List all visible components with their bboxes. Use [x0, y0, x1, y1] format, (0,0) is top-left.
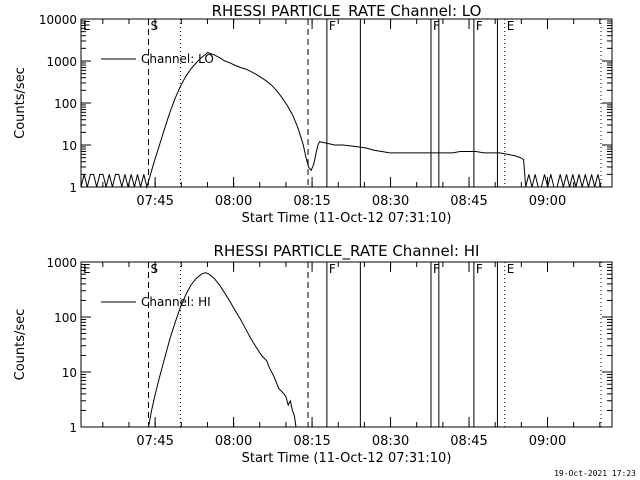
- bottom-chart-title: RHESSI PARTICLE_RATE Channel: HI: [214, 242, 480, 261]
- top-x-tick-label: 09:00: [529, 194, 566, 209]
- top-y-tick-label: 10: [62, 139, 77, 153]
- bottom-x-tick-label: 08:30: [372, 434, 409, 449]
- top-x-tick-label: 08:00: [215, 194, 252, 209]
- bottom-y-tick-label: 1: [69, 421, 77, 435]
- bottom-x-tick-label: 08:00: [215, 434, 252, 449]
- top-x-axis-label: Start Time (11-Oct-12 07:31:10): [242, 211, 452, 226]
- top-x-tick-label: 08:15: [293, 194, 330, 209]
- bottom-y-tick-label: 10: [62, 366, 77, 380]
- top-y-tick-label: 10000: [39, 13, 77, 27]
- bottom-x-tick-label: 08:45: [450, 434, 487, 449]
- top-series-line: [80, 51, 602, 189]
- top-y-axis-label: Counts/sec: [13, 67, 28, 139]
- top-chart-title: RHESSI PARTICLE_RATE Channel: LO: [212, 2, 482, 21]
- bottom-event-marker-label: F: [329, 262, 336, 276]
- top-event-marker-label: F: [433, 19, 440, 33]
- bottom-series-line: [148, 272, 297, 428]
- bottom-plot-frame: [80, 261, 613, 428]
- bottom-x-tick-label: 07:45: [136, 434, 173, 449]
- top-x-tick-label: 07:45: [136, 194, 173, 209]
- bottom-x-axis-label: Start Time (11-Oct-12 07:31:10): [242, 451, 452, 466]
- top-event-marker-label: S: [150, 19, 158, 33]
- generation-timestamp: 19-Oct-2021 17:23: [554, 469, 636, 478]
- top-x-tick-label: 08:30: [372, 194, 409, 209]
- top-event-marker-label: F: [476, 19, 483, 33]
- top-legend-label: Channel: LO: [141, 52, 214, 66]
- bottom-event-marker-label: E: [507, 262, 515, 276]
- top-y-tick-label: 1: [69, 181, 77, 195]
- bottom-y-axis-label: Counts/sec: [13, 309, 28, 381]
- bottom-x-tick-label: 08:15: [293, 434, 330, 449]
- bottom-y-tick-label: 100: [54, 311, 77, 325]
- top-plot-frame: [80, 18, 613, 188]
- bottom-event-marker-label: F: [433, 262, 440, 276]
- top-x-tick-label: 08:45: [450, 194, 487, 209]
- bottom-x-tick-label: 09:00: [529, 434, 566, 449]
- top-event-marker-label: F: [329, 19, 336, 33]
- top-y-tick-label: 1000: [46, 55, 77, 69]
- bottom-event-marker-label: S: [150, 262, 158, 276]
- bottom-legend-label: Channel: HI: [141, 295, 211, 309]
- top-event-marker-label: E: [83, 19, 91, 33]
- bottom-event-marker-label: F: [476, 262, 483, 276]
- top-event-marker-label: E: [507, 19, 515, 33]
- top-y-tick-label: 100: [54, 97, 77, 111]
- bottom-y-tick-label: 1000: [46, 256, 77, 270]
- bottom-event-marker-label: E: [83, 262, 91, 276]
